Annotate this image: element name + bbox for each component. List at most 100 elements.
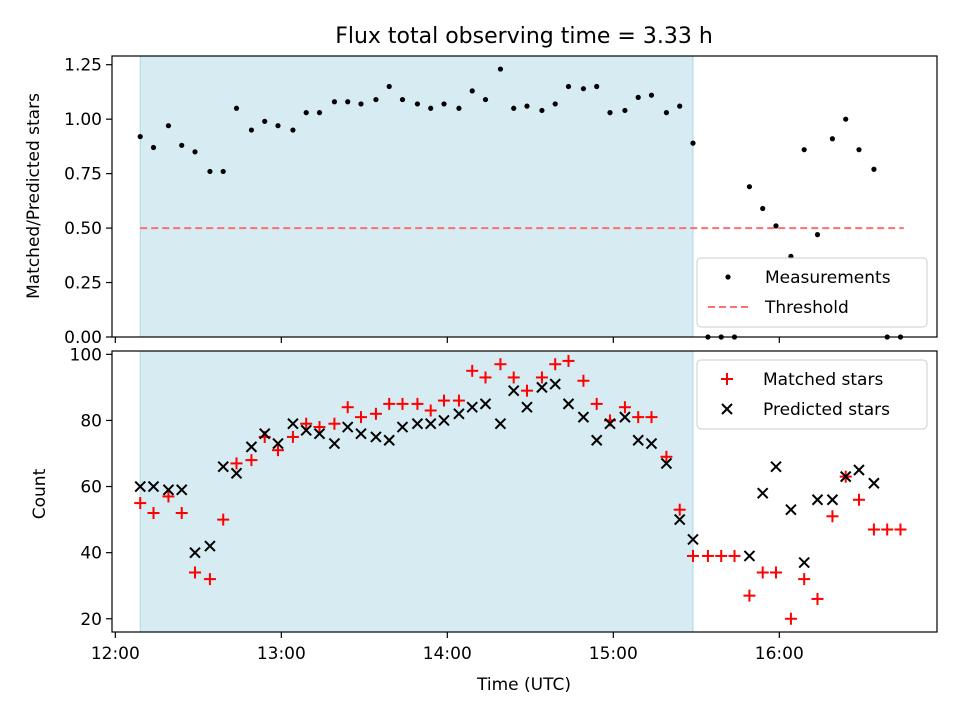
predicted-star-point xyxy=(162,484,175,496)
measurement-point xyxy=(773,223,779,229)
predicted-star-point xyxy=(425,418,437,430)
measurement-point xyxy=(760,205,766,212)
predicted-star-point xyxy=(466,401,478,413)
matched-star-point xyxy=(494,358,507,371)
predicted-star-point xyxy=(604,418,616,430)
measurement-point xyxy=(648,92,655,98)
predicted-star-point xyxy=(632,434,644,446)
bottom-y-ticks: 20 40 60 80 100 xyxy=(70,345,112,630)
predicted-star-point xyxy=(134,480,146,493)
bottom-axes-frame xyxy=(111,350,938,633)
predicted-star-point xyxy=(176,484,188,496)
matched-star-point xyxy=(437,394,450,407)
legend-measurements-label: Measurements xyxy=(765,268,891,288)
predicted-star-point xyxy=(287,418,299,430)
matched-stars-points xyxy=(134,354,907,625)
matched-star-point xyxy=(756,566,769,579)
top-axes-frame xyxy=(111,55,938,338)
predicted-star-point xyxy=(189,546,201,559)
predicted-star-point xyxy=(245,441,258,453)
matched-star-point xyxy=(715,549,728,562)
matched-star-point xyxy=(852,493,865,506)
y-tick-label: 0.00 xyxy=(64,328,102,348)
measurement-point xyxy=(677,103,683,109)
measurement-point xyxy=(233,105,240,111)
x-tick-label: 14:00 xyxy=(423,644,472,664)
predicted-star-point xyxy=(536,381,548,394)
matched-star-point xyxy=(188,566,201,579)
measurement-point xyxy=(316,110,323,116)
measurement-point xyxy=(331,99,338,105)
measurement-point xyxy=(539,107,545,114)
measurement-point xyxy=(358,101,364,107)
matched-star-point xyxy=(162,490,175,503)
predicted-star-point xyxy=(300,424,312,437)
y-tick-label: 80 xyxy=(80,411,102,431)
matched-star-point xyxy=(341,401,354,414)
measurement-point xyxy=(165,123,172,129)
measurement-point xyxy=(137,133,143,140)
predicted-star-point xyxy=(453,408,465,420)
predicted-star-point xyxy=(645,437,658,450)
predicted-star-point xyxy=(230,467,243,480)
matched-star-point xyxy=(520,384,533,397)
measurement-point xyxy=(511,105,517,111)
matched-star-point xyxy=(632,411,645,424)
bottom-panel: 20 40 60 80 100 12:00 13:00 14:00 15:00 16:00 Co… xyxy=(30,345,938,695)
y-tick-label: 40 xyxy=(80,544,102,564)
predicted-star-point xyxy=(853,464,865,476)
measurement-point xyxy=(248,127,255,133)
predicted-star-point xyxy=(577,411,590,423)
matched-star-point xyxy=(300,417,313,430)
legend-predicted-marker xyxy=(721,403,733,415)
predicted-star-point xyxy=(826,494,839,506)
matched-star-point xyxy=(881,523,894,536)
matched-star-point xyxy=(673,503,686,516)
measurement-point xyxy=(552,101,558,107)
y-tick-label: 20 xyxy=(80,610,102,630)
matched-star-point xyxy=(396,397,409,410)
measurement-point xyxy=(469,88,475,94)
y-tick-label: 60 xyxy=(80,478,102,498)
observing-span xyxy=(139,350,694,633)
measurement-point xyxy=(663,110,670,116)
predicted-star-point xyxy=(839,470,852,483)
legend-measurements-marker xyxy=(725,274,731,280)
measurement-point xyxy=(192,149,198,155)
y-tick-label: 1.25 xyxy=(64,56,102,76)
measurement-point xyxy=(482,96,489,103)
predicted-star-point xyxy=(811,494,824,506)
y-tick-label: 100 xyxy=(70,345,102,365)
measurement-point xyxy=(635,94,641,100)
x-tick-label: 12:00 xyxy=(91,644,140,664)
y-tick-label: 0.25 xyxy=(64,274,102,294)
measurement-point xyxy=(386,83,392,90)
predicted-star-point xyxy=(743,550,756,562)
predicted-star-point xyxy=(370,431,382,443)
matched-star-point xyxy=(230,457,243,470)
matched-star-point xyxy=(769,566,782,579)
predicted-star-point xyxy=(521,401,533,413)
measurement-point xyxy=(622,107,628,114)
measurement-point xyxy=(441,101,447,107)
x-tick-label: 13:00 xyxy=(257,644,306,664)
matched-star-point xyxy=(686,549,699,562)
matched-star-point xyxy=(798,573,811,586)
predicted-star-point xyxy=(272,437,284,450)
measurement-point xyxy=(428,105,434,111)
predicted-star-point xyxy=(798,556,810,569)
measurement-point xyxy=(814,232,821,238)
predicted-star-point xyxy=(494,418,507,430)
measurement-point xyxy=(456,105,462,111)
predicted-star-point xyxy=(355,427,367,440)
predicted-star-point xyxy=(785,503,797,516)
measurement-point xyxy=(871,166,877,172)
predicted-star-point xyxy=(204,540,216,552)
measurement-point xyxy=(303,110,309,116)
y-tick-label: 0.50 xyxy=(64,219,102,239)
predicted-star-point xyxy=(217,460,229,473)
predicted-star-point xyxy=(549,378,561,390)
measurement-point xyxy=(345,99,351,105)
measurement-point xyxy=(262,118,268,124)
predicted-star-point xyxy=(868,477,880,489)
